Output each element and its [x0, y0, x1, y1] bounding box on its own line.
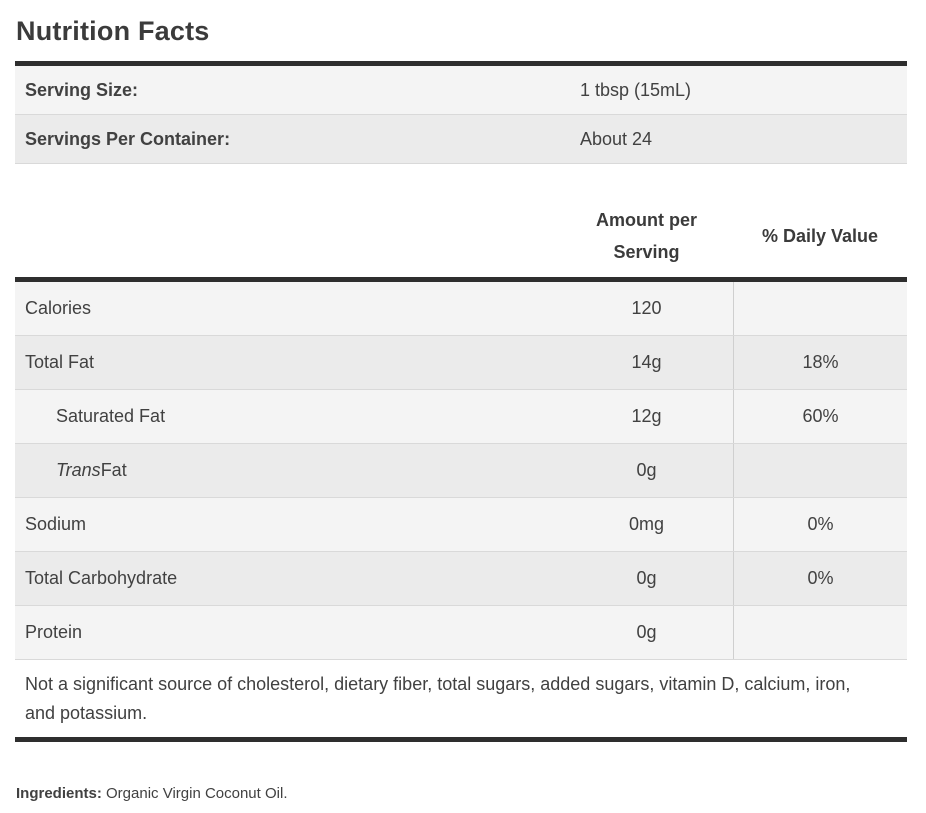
trans-italic-text: Trans: [56, 460, 101, 480]
page-title: Nutrition Facts: [16, 16, 210, 46]
calories-daily-value: [733, 282, 907, 335]
serving-size-value: 1 tbsp (15mL): [580, 79, 692, 100]
header-rule: [15, 277, 907, 282]
total-fat-daily-value: 18%: [733, 336, 907, 389]
trans-fat-daily-value: [733, 444, 907, 497]
daily-value-header: % Daily Value: [761, 225, 879, 246]
table-row-protein: Protein 0g: [15, 605, 907, 659]
table-row-serving-size: Serving Size: 1 tbsp (15mL): [15, 66, 907, 114]
trans-fat-label: Trans Fat: [15, 444, 560, 497]
table-row-saturated-fat: Saturated Fat 12g 60%: [15, 389, 907, 443]
nutrient-table-header: Amount per Serving % Daily Value: [15, 194, 907, 277]
servings-per-container-label: Servings Per Container:: [25, 128, 231, 149]
sodium-amount: 0mg: [628, 514, 664, 534]
servings-per-container-value: About 24: [580, 128, 653, 149]
saturated-fat-amount: 12g: [631, 406, 662, 426]
bottom-rule: [15, 737, 907, 742]
calories-amount: 120: [631, 298, 662, 318]
ingredients-label: Ingredients:: [16, 785, 102, 802]
serving-size-label: Serving Size:: [25, 79, 139, 100]
total-carbohydrate-daily-value: 0%: [733, 552, 907, 605]
calories-label: Calories: [25, 298, 92, 318]
trans-fat-label-text: Fat: [100, 460, 127, 480]
saturated-fat-label: Saturated Fat: [56, 406, 166, 426]
not-significant-source-note: Not a significant source of cholesterol,…: [15, 659, 907, 737]
amount-per-serving-header: Amount per Serving: [596, 209, 697, 262]
serving-info-table: Serving Size: 1 tbsp (15mL) Servings Per…: [15, 66, 907, 164]
saturated-fat-daily-value: 60%: [733, 390, 907, 443]
table-row-trans-fat: Trans Fat 0g: [15, 443, 907, 497]
top-rule: [15, 61, 907, 66]
table-row-total-carbohydrate: Total Carbohydrate 0g 0%: [15, 551, 907, 605]
total-carbohydrate-amount: 0g: [636, 568, 657, 588]
total-fat-label: Total Fat: [25, 352, 95, 372]
table-row-total-fat: Total Fat 14g 18%: [15, 335, 907, 389]
table-row-servings-per-container: Servings Per Container: About 24: [15, 114, 907, 163]
trans-fat-amount: 0g: [636, 460, 657, 480]
protein-amount: 0g: [636, 622, 657, 642]
sodium-label: Sodium: [25, 514, 87, 534]
nutrition-facts-panel: Nutrition Facts Serving Size: 1 tbsp (15…: [0, 14, 926, 813]
sodium-daily-value: 0%: [733, 498, 907, 551]
ingredients-value: Organic Virgin Coconut Oil.: [106, 785, 288, 802]
table-row-sodium: Sodium 0mg 0%: [15, 497, 907, 551]
protein-daily-value: [733, 606, 907, 659]
table-row-calories: Calories 120: [15, 282, 907, 335]
total-carbohydrate-label: Total Carbohydrate: [25, 568, 178, 588]
protein-label: Protein: [25, 622, 83, 642]
nutrient-table-body: Calories 120 Total Fat 14g 18% Saturated…: [15, 282, 907, 737]
ingredients-line: Ingredients: Organic Virgin Coconut Oil.: [16, 784, 907, 803]
total-fat-amount: 14g: [631, 352, 662, 372]
